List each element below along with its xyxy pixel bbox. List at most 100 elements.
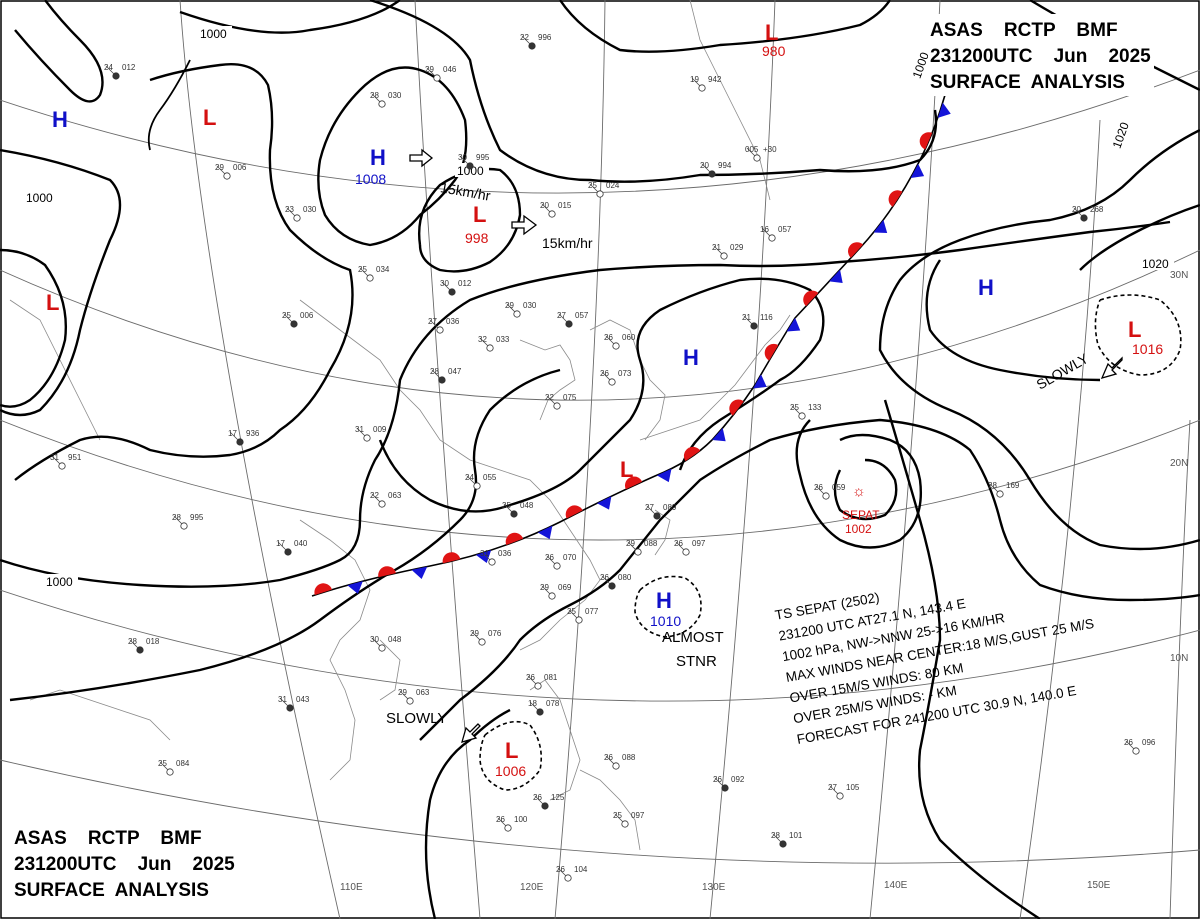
station-plot: 16 057 — [760, 225, 792, 242]
station-temp: 26 — [713, 775, 722, 784]
station-plot: 25 084 — [158, 759, 190, 776]
station-circle — [612, 342, 620, 350]
high-value-mongolia: 1008 — [355, 171, 386, 187]
station-temp: 27 — [828, 783, 837, 792]
station-plot: 25 097 — [613, 811, 645, 828]
station-pressure: 951 — [68, 453, 82, 462]
station-temp: 26 — [526, 673, 535, 682]
warm-front-symbol — [378, 566, 396, 578]
station-circle — [58, 462, 66, 470]
station-circle — [548, 592, 556, 600]
station-pressure: 077 — [585, 607, 599, 616]
station-circle — [634, 548, 642, 556]
station-plot: 31 036 — [480, 549, 512, 566]
station-circle — [621, 820, 629, 828]
station-pressure: 268 — [1090, 205, 1104, 214]
station-circle — [608, 378, 616, 386]
station-pressure: 063 — [388, 491, 402, 500]
station-pressure: 015 — [558, 201, 572, 210]
station-pressure: 089 — [663, 503, 677, 512]
isobar-label-1000-left: 1000 — [26, 191, 53, 205]
station-temp: 25 — [502, 501, 511, 510]
low-center-scs: L — [505, 738, 518, 763]
motion-slowly-south: SLOWLY — [386, 710, 447, 727]
low-center-front: L — [620, 457, 633, 482]
station-temp: 17 — [228, 429, 237, 438]
station-pressure: 006 — [300, 311, 314, 320]
station-plot: 29 046 — [425, 65, 457, 82]
low-center-far-east: L — [1128, 317, 1141, 342]
station-temp: 29 — [398, 688, 407, 697]
station-plot: 26 059 — [814, 483, 846, 500]
station-temp: 31 — [50, 453, 59, 462]
station-temp: 26 — [556, 865, 565, 874]
station-pressure: 101 — [789, 831, 803, 840]
header-bottom: ASAS RCTP BMF 231200UTC Jun 2025 SURFACE… — [12, 822, 272, 904]
station-circle — [466, 162, 474, 170]
station-plot: 21 029 — [712, 243, 744, 260]
station-pressure: 033 — [496, 335, 510, 344]
storm-pressure: 1002 — [845, 522, 872, 536]
station-circle — [1132, 747, 1140, 755]
station-pressure: 097 — [631, 811, 645, 820]
station-plot: 25 077 — [567, 607, 599, 624]
station-temp: 22 — [545, 393, 554, 402]
station-plot: 29 063 — [398, 688, 430, 705]
station-temp: 25 — [282, 311, 291, 320]
warm-front-symbol — [848, 242, 864, 258]
station-pressure: 096 — [1142, 738, 1156, 747]
station-pressure: 057 — [575, 311, 589, 320]
station-pressure: 055 — [483, 473, 497, 482]
station-pressure: 994 — [718, 161, 732, 170]
warm-front-symbol — [919, 132, 933, 150]
station-circle — [536, 708, 544, 716]
station-temp: 30 — [440, 279, 449, 288]
station-temp: 26 — [496, 815, 505, 824]
station-circle — [553, 402, 561, 410]
station-pressure: 036 — [446, 317, 460, 326]
station-plot: 23 030 — [285, 205, 317, 222]
station-pressure: 057 — [778, 225, 792, 234]
station-circle — [750, 322, 758, 330]
station-plot: 20 994 — [700, 161, 732, 178]
station-circle — [528, 42, 536, 50]
station-temp: 26 — [814, 483, 823, 492]
lon-label-140: 140E — [884, 880, 908, 891]
station-pressure: 030 — [523, 301, 537, 310]
station-temp: 25 — [358, 265, 367, 274]
station-temp: 23 — [285, 205, 294, 214]
station-pressure: 936 — [246, 429, 260, 438]
station-plot: 26 080 — [600, 573, 632, 590]
cold-front-symbol — [597, 496, 612, 510]
isobar-label-1020-right: 1020 — [1142, 257, 1169, 271]
station-circle — [488, 558, 496, 566]
station-temp: 26 — [533, 793, 542, 802]
station-circle — [378, 100, 386, 108]
motion-arrow-south-icon — [461, 723, 481, 743]
station-temp: 28 — [988, 481, 997, 490]
station-plot: 26 070 — [545, 553, 577, 570]
high-center-pacific: H — [978, 275, 994, 300]
station-pressure: 080 — [618, 573, 632, 582]
station-temp: 18 — [528, 699, 537, 708]
station-circle — [698, 84, 706, 92]
cold-front-symbol — [786, 317, 801, 332]
warm-front-symbol — [888, 190, 903, 207]
warm-front-symbol — [565, 505, 583, 519]
station-circle — [513, 310, 521, 318]
station-pressure: 009 — [373, 425, 387, 434]
cold-front-symbol — [937, 102, 951, 118]
station-plot: 22 063 — [370, 491, 402, 508]
station-temp: 17 — [276, 539, 285, 548]
station-temp: 30 — [370, 635, 379, 644]
station-pressure: 030 — [303, 205, 317, 214]
header-bottom-line-1: ASAS RCTP BMF — [14, 828, 202, 849]
station-plot: 28 169 — [988, 481, 1020, 498]
station-temp: 31 — [355, 425, 364, 434]
station-circle — [378, 644, 386, 652]
station-temp: 30 — [458, 153, 467, 162]
station-plot: 25 048 — [502, 501, 534, 518]
station-temp: 26 — [604, 753, 613, 762]
station-pressure: 081 — [544, 673, 558, 682]
station-pressure: 043 — [296, 695, 310, 704]
